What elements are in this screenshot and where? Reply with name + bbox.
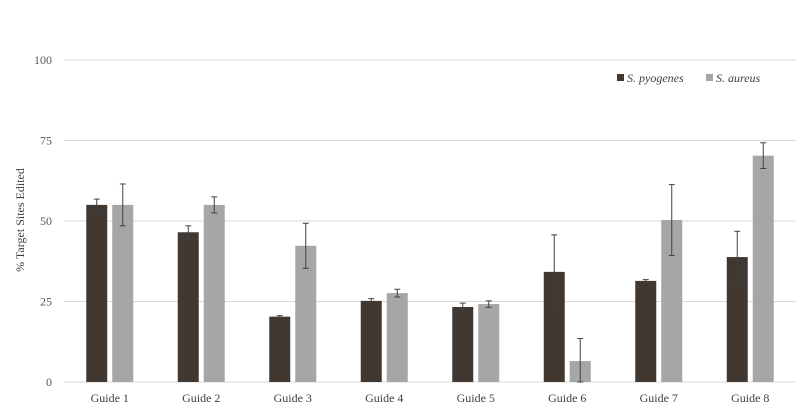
bar-pyogenes-6 xyxy=(543,271,565,382)
error-bar-aureus-2 xyxy=(211,196,218,214)
error-bar-pyogenes-6 xyxy=(551,234,558,310)
x-tick-labels: Guide 1 Guide 2 Guide 3 Guide 4 Guide 5 Guide… xyxy=(91,391,770,405)
bar-pyogenes-5 xyxy=(452,306,474,382)
x-tick-label: Guide 8 xyxy=(731,391,769,405)
x-tick-label: Guide 3 xyxy=(274,391,312,405)
bar-aureus-2 xyxy=(203,204,225,382)
bar-pyogenes-3 xyxy=(269,316,291,382)
legend-swatch-aureus xyxy=(706,74,713,81)
legend-label-aureus: S. aureus xyxy=(716,71,761,85)
bar-aureus-3 xyxy=(295,245,317,382)
error-bar-aureus-7 xyxy=(668,184,675,256)
legend-swatch-pyogenes xyxy=(617,74,624,81)
bar-pyogenes-4 xyxy=(360,300,382,382)
error-bar-aureus-8 xyxy=(760,142,767,170)
error-bar-aureus-4 xyxy=(394,288,401,298)
y-axis-label: % Target Sites Edited xyxy=(13,168,27,272)
y-tick-labels: 0 25 50 75 100 xyxy=(34,53,52,389)
bar-aureus-8 xyxy=(752,155,774,382)
error-bars xyxy=(93,142,767,383)
error-bar-pyogenes-7 xyxy=(642,279,649,283)
bar-pyogenes-8 xyxy=(726,257,748,382)
legend-label-pyogenes: S. pyogenes xyxy=(627,71,684,85)
bar-pyogenes-7 xyxy=(635,280,657,382)
x-tick-label: Guide 4 xyxy=(365,391,403,405)
y-tick-label: 100 xyxy=(34,53,52,67)
y-tick-label: 75 xyxy=(40,134,52,148)
x-tick-label: Guide 1 xyxy=(91,391,129,405)
error-bar-pyogenes-4 xyxy=(368,298,375,304)
error-bar-pyogenes-3 xyxy=(276,315,283,319)
x-tick-label: Guide 2 xyxy=(182,391,220,405)
bar-aureus-7 xyxy=(661,220,683,382)
x-tick-label: Guide 6 xyxy=(548,391,586,405)
error-bar-aureus-5 xyxy=(485,300,492,308)
error-bar-pyogenes-1 xyxy=(93,198,100,212)
x-tick-label: Guide 5 xyxy=(457,391,495,405)
bar-aureus-4 xyxy=(386,293,408,382)
error-bar-aureus-6 xyxy=(577,338,584,383)
bar-pyogenes-2 xyxy=(177,232,199,382)
bar-aureus-5 xyxy=(478,304,500,382)
y-tick-label: 50 xyxy=(40,214,52,228)
bar-pyogenes-1 xyxy=(86,204,108,382)
bars xyxy=(86,155,774,382)
x-tick-label: Guide 7 xyxy=(640,391,678,405)
y-tick-label: 25 xyxy=(40,295,52,309)
bar-aureus-1 xyxy=(112,204,134,382)
error-bar-aureus-1 xyxy=(119,183,126,227)
legend: S. pyogenes S. aureus xyxy=(617,71,761,85)
error-bar-pyogenes-5 xyxy=(459,302,466,312)
error-bar-pyogenes-2 xyxy=(185,225,192,240)
error-bar-aureus-3 xyxy=(302,222,309,269)
gridlines xyxy=(64,59,796,383)
y-tick-label: 0 xyxy=(46,375,52,389)
error-bar-pyogenes-8 xyxy=(734,230,741,284)
